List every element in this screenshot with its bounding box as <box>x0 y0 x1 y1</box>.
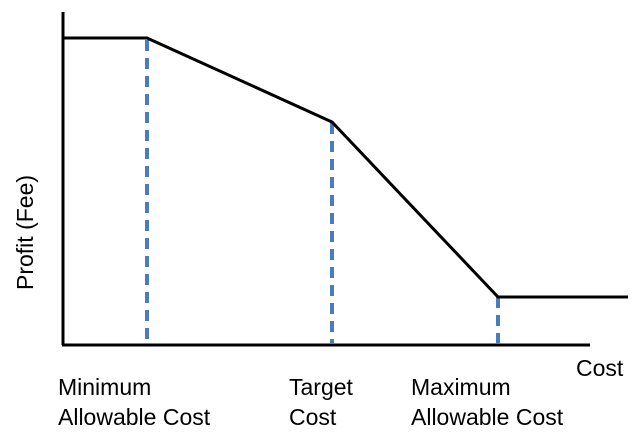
maximum-cost-label-line2: Allowable Cost <box>411 404 564 430</box>
maximum-cost-label-line1: Maximum <box>411 374 511 400</box>
minimum-cost-label-line2: Allowable Cost <box>58 404 211 430</box>
x-axis-label: Cost <box>576 355 624 381</box>
minimum-cost-label-line1: Minimum <box>58 374 152 400</box>
profit-fee-curve <box>64 36 628 299</box>
y-axis-label: Profit (Fee) <box>12 174 38 290</box>
target-cost-label-line2: Cost <box>289 404 337 430</box>
target-cost-label-line1: Target <box>289 374 353 400</box>
